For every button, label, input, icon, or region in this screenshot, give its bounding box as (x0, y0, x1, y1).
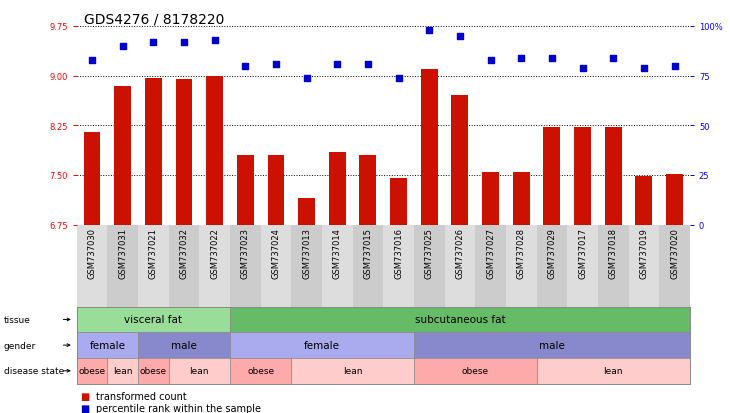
Bar (666, 174, 683, 225)
Bar (237, 156, 254, 225)
Point (86, 57, 98, 64)
Bar (83, 133, 101, 225)
Bar (267, 156, 285, 225)
Point (117, 43, 128, 50)
Point (362, 61, 374, 68)
Text: gender: gender (4, 341, 36, 350)
Point (607, 55, 619, 62)
Text: lean: lean (113, 366, 132, 375)
Text: disease state: disease state (4, 366, 64, 375)
Bar (114, 86, 131, 225)
Bar (359, 156, 377, 225)
Text: obese: obese (247, 366, 274, 375)
Text: subcutaneous fat: subcutaneous fat (415, 315, 505, 325)
Point (178, 39, 190, 46)
Point (423, 28, 435, 34)
Text: obese: obese (139, 366, 167, 375)
Point (485, 57, 496, 64)
Text: female: female (89, 340, 126, 350)
Bar (390, 179, 407, 225)
Point (393, 75, 404, 82)
Text: percentile rank within the sample: percentile rank within the sample (96, 403, 261, 413)
Text: GDS4276 / 8178220: GDS4276 / 8178220 (84, 12, 224, 26)
Text: male: male (539, 340, 565, 350)
Point (577, 65, 588, 72)
Bar (604, 128, 622, 225)
Text: ■: ■ (80, 403, 90, 413)
Bar (175, 80, 193, 225)
Bar (574, 128, 591, 225)
Bar (145, 78, 162, 225)
Text: lean: lean (343, 366, 362, 375)
Text: tissue: tissue (4, 315, 31, 324)
Text: obese: obese (461, 366, 489, 375)
Text: obese: obese (78, 366, 106, 375)
Point (638, 65, 650, 72)
Bar (298, 199, 315, 225)
Point (454, 33, 466, 40)
Bar (206, 76, 223, 225)
Bar (451, 96, 469, 225)
Bar (482, 172, 499, 225)
Text: lean: lean (190, 366, 209, 375)
Point (546, 55, 558, 62)
Point (147, 39, 159, 46)
Point (239, 63, 251, 70)
Text: visceral fat: visceral fat (124, 315, 182, 325)
Text: lean: lean (604, 366, 623, 375)
Bar (420, 70, 438, 225)
Point (209, 38, 220, 44)
Bar (635, 177, 653, 225)
Text: ■: ■ (80, 392, 90, 401)
Text: female: female (304, 340, 340, 350)
Bar (512, 172, 530, 225)
Point (515, 55, 527, 62)
Text: transformed count: transformed count (96, 392, 187, 401)
Text: male: male (171, 340, 197, 350)
Point (270, 61, 282, 68)
Point (301, 75, 312, 82)
Bar (543, 128, 561, 225)
Bar (328, 152, 346, 225)
Point (669, 63, 680, 70)
Point (331, 61, 343, 68)
